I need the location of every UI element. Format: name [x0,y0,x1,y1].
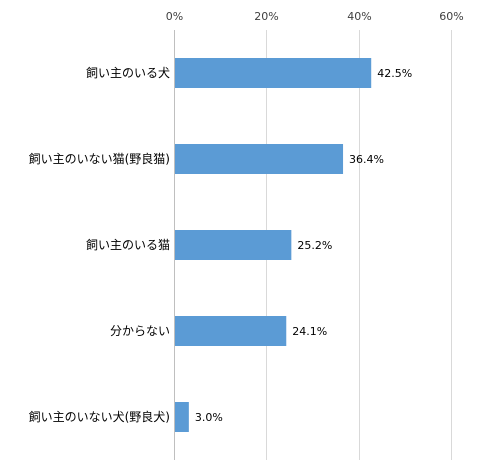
x-tick-label: 20% [254,10,278,23]
data-labels: 42.5% 36.4% 25.2% 24.1% 3.0% [195,67,412,424]
bar-0 [175,58,372,88]
data-label: 3.0% [195,411,223,424]
category-label: 飼い主のいる猫 [86,237,170,252]
bar-1 [175,144,344,174]
category-label: 飼い主のいない犬(野良犬) [29,409,170,424]
x-tick-label: 0% [166,10,183,23]
bars [175,58,372,432]
bar-3 [175,316,287,346]
bar-4 [175,402,189,432]
x-tick-label: 60% [439,10,463,23]
data-label: 25.2% [297,239,332,252]
x-axis-ticks: 0% 20% 40% 60% [166,10,464,23]
x-tick-label: 40% [347,10,371,23]
category-label: 分からない [110,324,170,338]
data-label: 42.5% [377,67,412,80]
bar-2 [175,230,292,260]
data-label: 36.4% [349,153,384,166]
category-label: 飼い主のいない猫(野良猫) [29,151,170,166]
gridlines [174,30,452,460]
category-label: 飼い主のいる犬 [86,65,170,80]
data-label: 24.1% [292,325,327,338]
